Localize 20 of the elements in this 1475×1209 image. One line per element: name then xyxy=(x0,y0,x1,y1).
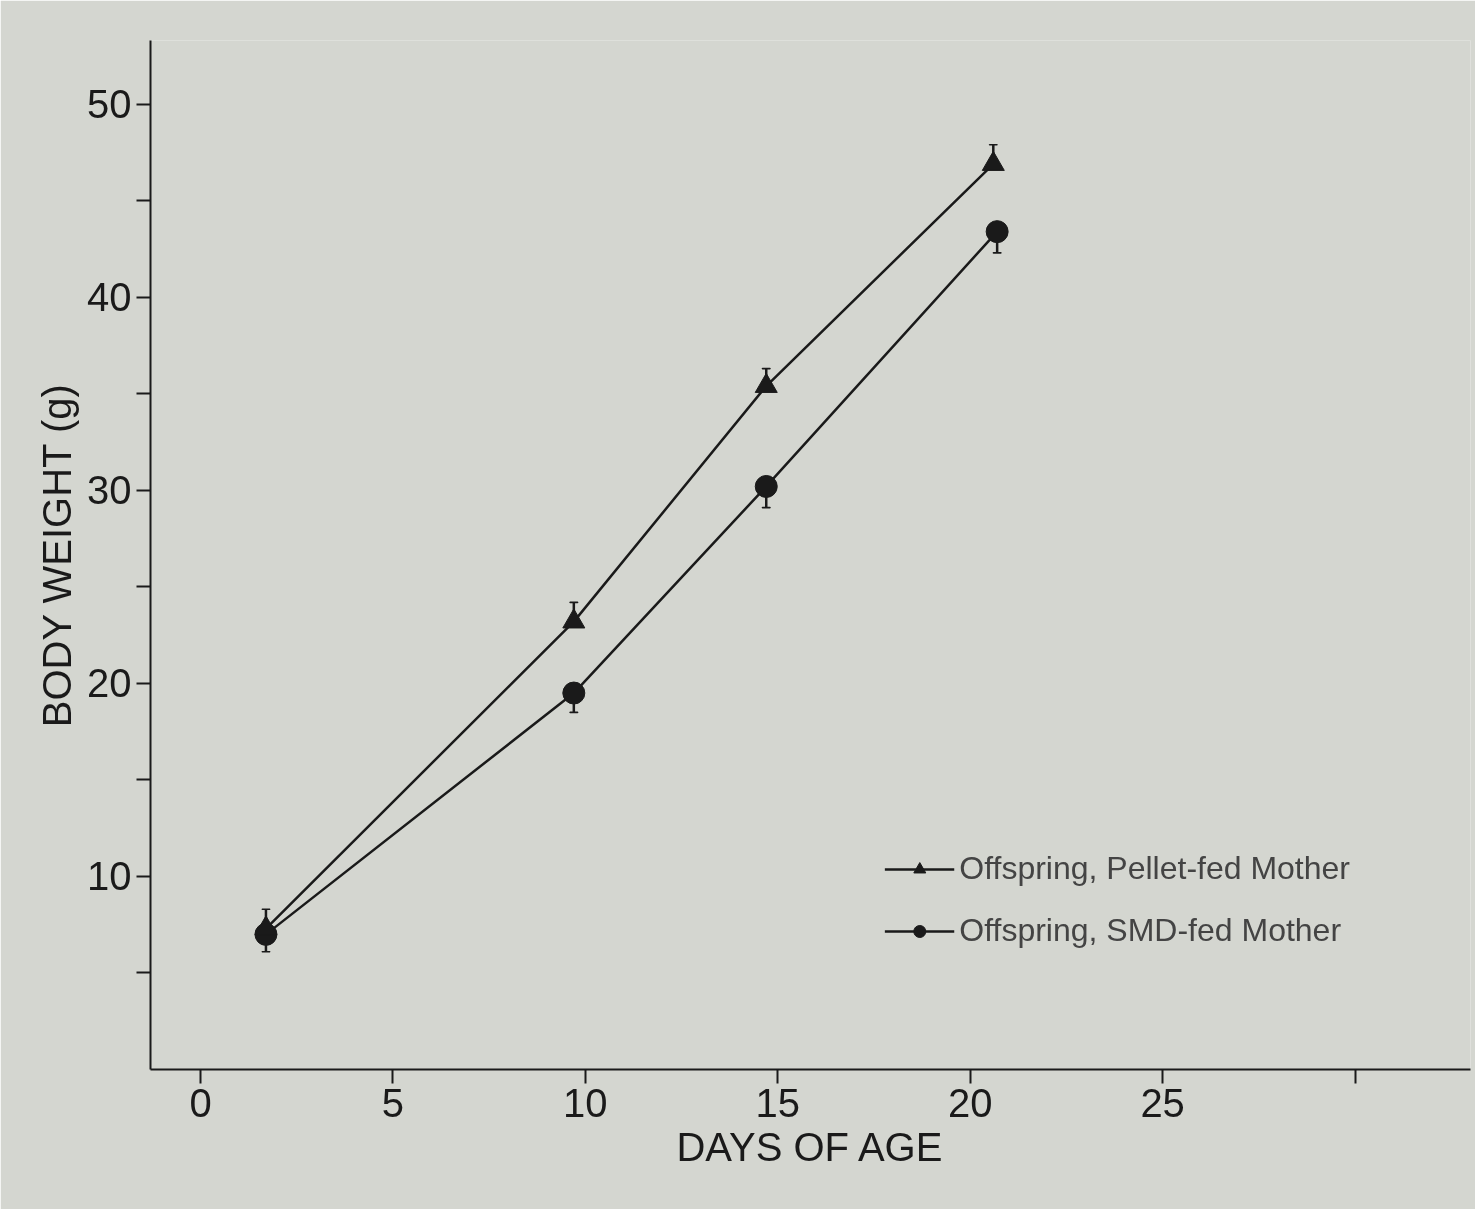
y-axis-title: BODY WEIGHT (g) xyxy=(35,384,80,728)
legend-label: Offspring, Pellet-fed Mother xyxy=(959,850,1350,887)
point xyxy=(754,474,778,498)
x-tick-label: 15 xyxy=(755,1080,801,1125)
y-tick-label: 30 xyxy=(87,468,132,513)
point xyxy=(562,608,586,629)
y-tick-label: 40 xyxy=(87,275,132,320)
y-tick-label: 10 xyxy=(87,854,132,899)
legend-label: Offspring, SMD-fed Mother xyxy=(959,912,1342,949)
y-tick-label: 20 xyxy=(87,661,132,706)
x-tick-label: 25 xyxy=(1140,1080,1185,1125)
x-tick-label: 10 xyxy=(563,1080,608,1125)
point xyxy=(562,681,586,705)
y-tick-label: 50 xyxy=(87,82,132,127)
x-tick-label: 20 xyxy=(947,1080,993,1125)
x-tick-label: 5 xyxy=(381,1080,405,1125)
x-tick-label: 0 xyxy=(189,1080,212,1125)
x-axis-title: DAYS OF AGE xyxy=(676,1124,943,1169)
point xyxy=(981,150,1005,171)
point xyxy=(754,372,778,393)
